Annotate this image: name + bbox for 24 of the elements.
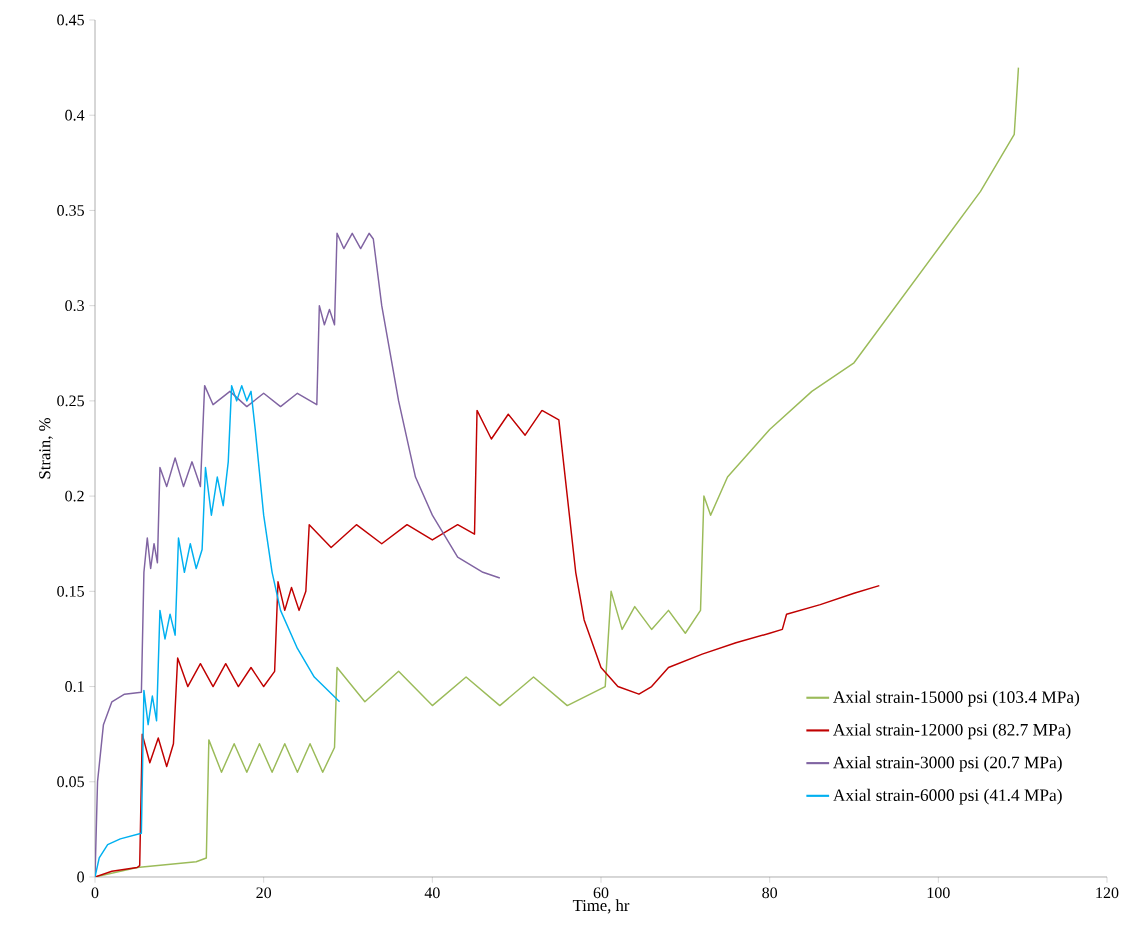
y-axis-title: Strain, % <box>39 418 53 479</box>
y-tick-label: 0.1 <box>65 681 84 692</box>
legend-label: Axial strain-12000 psi (82.7 MPa) <box>833 723 1071 740</box>
y-tick-label: 0.25 <box>57 395 84 407</box>
x-tick-label: 60 <box>593 887 609 899</box>
x-axis-title: Time, hr <box>572 899 630 914</box>
x-tick-label: 40 <box>424 887 440 899</box>
y-tick-label: 0.05 <box>57 776 84 788</box>
x-tick-label: 0 <box>91 887 99 899</box>
legend-label: Axial strain-6000 psi (41.4 MPa) <box>833 788 1062 805</box>
line-series <box>95 384 341 877</box>
y-tick-label: 0 <box>77 871 84 883</box>
y-tick-label: 0.3 <box>65 300 84 312</box>
x-tick-label: 120 <box>1096 887 1119 899</box>
y-tick-label: 0.15 <box>57 585 84 597</box>
x-tick-label: 100 <box>927 887 950 899</box>
x-tick-label: 20 <box>256 887 272 899</box>
y-tick-label: 0.4 <box>65 109 85 121</box>
y-tick-label: 0.45 <box>57 14 84 26</box>
legend-label: Axial strain-15000 psi (103.4 MPa) <box>833 690 1080 707</box>
y-tick-label: 0.35 <box>57 205 84 216</box>
legend-label: Axial strain-3000 psi (20.7 MPa) <box>833 756 1062 772</box>
y-tick-label: 0.2 <box>65 490 84 502</box>
x-tick-label: 80 <box>762 887 778 899</box>
